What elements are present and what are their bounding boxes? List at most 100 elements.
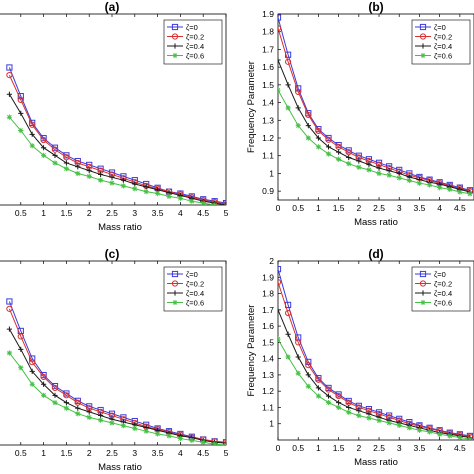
plot-area	[277, 260, 474, 441]
data-point	[29, 121, 36, 128]
legend-marker	[172, 52, 178, 59]
data-point	[75, 164, 81, 170]
panel-d: (d) 0 0.5 1 1.5 2 2.5 3 3.5 4 4.5 1 1.1 1.2 1.3 1.4 1.5 1…	[246, 247, 474, 468]
data-point	[98, 412, 104, 419]
data-point	[166, 433, 172, 439]
data-point	[345, 149, 352, 156]
data-point	[63, 166, 69, 172]
data-point	[457, 189, 463, 195]
series-group	[6, 64, 226, 205]
data-point	[6, 91, 12, 97]
legend: ζ=0ζ=0.2ζ=0.4ζ=0.6	[163, 19, 223, 65]
legend-label: ζ=0	[434, 23, 446, 32]
data-point	[386, 172, 392, 178]
y-tick-label: 1.4	[262, 98, 274, 108]
y-tick-label: 1.1	[262, 151, 274, 161]
data-point	[278, 57, 281, 63]
x-tick-label: 0	[276, 443, 281, 453]
data-point	[278, 266, 282, 273]
data-point	[305, 372, 311, 378]
data-point	[75, 170, 81, 177]
data-point	[18, 127, 24, 134]
legend: ζ=0ζ=0.2ζ=0.4ζ=0.6	[163, 266, 223, 312]
data-point	[325, 151, 332, 157]
data-point	[109, 420, 115, 426]
data-point	[177, 195, 183, 201]
y-tick-label: 1.1	[262, 402, 274, 412]
data-point	[98, 417, 104, 423]
data-point	[416, 427, 423, 433]
data-point	[386, 168, 392, 174]
x-tick-label: 1	[316, 443, 321, 453]
y-tick-label: 1.6	[262, 62, 274, 72]
panel-label: (c)	[105, 247, 120, 261]
y-axis-label: Frequency Parameter	[246, 305, 257, 397]
data-point	[223, 442, 226, 445]
series-line-2	[278, 309, 471, 439]
data-point	[315, 385, 322, 391]
data-point	[63, 400, 69, 406]
data-point	[315, 376, 322, 383]
x-tick-label: 4.5	[454, 443, 466, 453]
data-point	[86, 173, 92, 179]
x-axis-label: Mass ratio	[98, 222, 142, 233]
data-point	[295, 105, 301, 111]
data-point	[325, 386, 332, 393]
data-point	[189, 437, 195, 443]
y-tick-label: 1.2	[262, 386, 274, 396]
x-tick-label: 4	[178, 208, 183, 218]
data-point	[52, 160, 58, 166]
data-point	[315, 126, 322, 133]
x-tick-label: 1.5	[333, 443, 345, 453]
data-point	[41, 392, 47, 398]
y-tick-label: 1.7	[262, 305, 274, 315]
legend-label: ζ=0	[186, 23, 198, 32]
x-tick-label: 4.5	[197, 448, 209, 458]
panel-b: (b) 0 0.5 1 1.5 2 2.5 3 3.5 4 4.5 0.9 1 1.1 1.2 1.3 1.4 1…	[246, 0, 474, 228]
y-tick-label: 1.6	[262, 321, 274, 331]
legend-marker	[420, 290, 426, 296]
data-point	[346, 404, 352, 411]
legend-marker	[420, 299, 426, 306]
x-tick-label: 3.5	[152, 208, 164, 218]
x-axis-label: Mass ratio	[98, 462, 142, 473]
data-point	[278, 87, 281, 93]
data-point	[437, 185, 443, 191]
legend-marker	[419, 270, 427, 278]
data-point	[189, 198, 195, 204]
series-line-2	[8, 328, 226, 444]
data-point	[295, 123, 301, 129]
x-tick-label: 3	[397, 443, 402, 453]
data-point	[98, 177, 104, 183]
x-tick-label: 0.5	[292, 203, 304, 213]
data-point	[285, 105, 291, 111]
data-point	[305, 123, 311, 129]
data-point	[447, 433, 453, 439]
data-point	[437, 431, 443, 437]
data-point	[356, 412, 362, 419]
data-point	[336, 149, 342, 155]
data-point	[177, 435, 183, 442]
data-point	[447, 186, 453, 192]
legend-label: ζ=0.6	[186, 299, 204, 308]
y-tick-label: 1.9	[262, 272, 274, 282]
x-tick-label: 4	[178, 448, 183, 458]
x-tick-label: 1.5	[60, 448, 72, 458]
panel-label: (d)	[368, 247, 383, 261]
y-tick-label: 1.7	[262, 44, 274, 54]
data-point	[278, 25, 282, 32]
x-tick-label: 3.5	[414, 203, 426, 213]
data-point	[336, 404, 342, 411]
data-point	[200, 200, 206, 205]
data-point	[63, 405, 69, 411]
data-point	[120, 183, 126, 189]
panel-label: (a)	[105, 0, 120, 14]
x-tick-label: 0.5	[15, 448, 27, 458]
data-point	[366, 167, 372, 173]
data-point	[285, 354, 291, 360]
x-tick-label: 1	[316, 203, 321, 213]
legend-label: ζ=0.6	[434, 299, 452, 308]
x-tick-label: 0.5	[292, 443, 304, 453]
